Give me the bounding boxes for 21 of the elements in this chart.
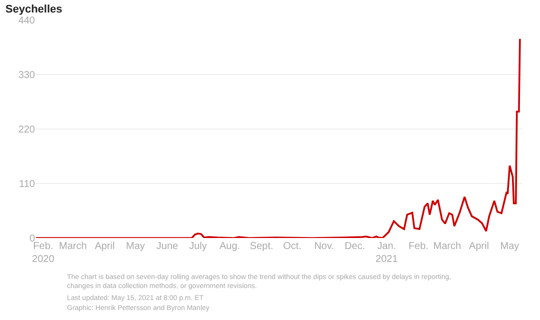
y-tick-label: 440: [18, 16, 36, 26]
y-tick-label: 330: [18, 70, 36, 81]
x-tick-label: Sept.: [250, 241, 274, 252]
x-tick-label: Oct.: [283, 241, 302, 252]
x-tick-label: Jan. 2021: [376, 241, 398, 265]
line-series: [36, 38, 521, 238]
x-tick-label: Nov.: [314, 241, 334, 252]
y-tick-label: 110: [19, 179, 36, 190]
x-tick-label: July: [189, 241, 207, 252]
x-tick-label: June: [156, 241, 179, 252]
x-tick-label: May: [126, 241, 145, 252]
x-tick-label: April: [468, 241, 489, 252]
chart-title: Seychelles: [5, 4, 62, 16]
x-tick-label: March: [433, 241, 462, 252]
y-tick-label: 220: [18, 124, 36, 136]
x-tick-label: Dec.: [344, 241, 366, 252]
x-tick-label: Feb.: [408, 241, 428, 252]
x-tick-label: Aug.: [219, 241, 240, 252]
x-tick-label: April: [94, 241, 115, 252]
x-tick-label: May: [500, 241, 520, 252]
x-tick-label: March: [59, 241, 87, 252]
